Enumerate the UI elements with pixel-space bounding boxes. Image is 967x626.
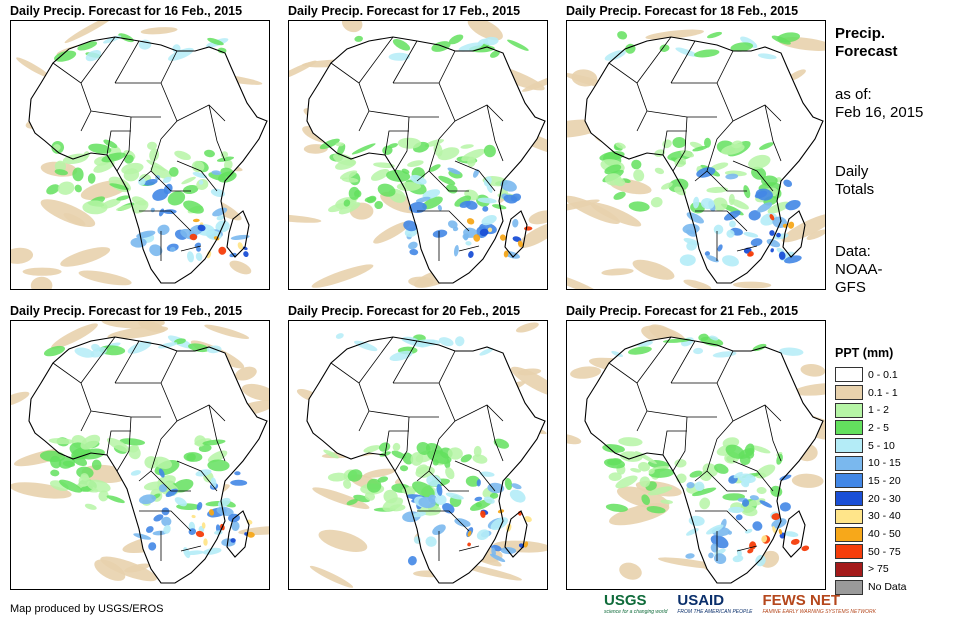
legend-swatch — [835, 561, 863, 577]
legend-item: 30 - 40 — [835, 508, 960, 526]
africa-map-svg — [11, 21, 269, 289]
panel-title: Daily Precip. Forecast for 21 Feb., 2015 — [566, 304, 799, 318]
fews-net-logo: FEWS NET FAMINE EARLY WARNING SYSTEMS NET… — [762, 592, 876, 616]
legend-item: 20 - 30 — [835, 490, 960, 508]
data-source-line1: NOAA- — [835, 261, 883, 278]
precip-legend: PPT (mm) 0 - 0.1 0.1 - 1 1 - 2 2 - 5 5 - 10 1… — [835, 346, 960, 596]
precip-map — [566, 320, 826, 590]
map-credit: Map produced by USGS/EROS — [10, 603, 164, 615]
africa-map-svg — [11, 321, 269, 589]
panel-title: Daily Precip. Forecast for 19 Feb., 2015 — [10, 304, 243, 318]
panel-title: Daily Precip. Forecast for 17 Feb., 2015 — [288, 4, 521, 18]
legend-label: 2 - 5 — [868, 421, 890, 434]
legend-swatch — [835, 402, 863, 418]
legend-swatch — [835, 438, 863, 454]
legend-label: 15 - 20 — [868, 474, 901, 487]
legend-label: No Data — [868, 581, 907, 594]
panel-title: Daily Precip. Forecast for 18 Feb., 2015 — [566, 4, 799, 18]
africa-map-svg — [567, 21, 825, 289]
legend-item: 10 - 15 — [835, 454, 960, 472]
legend-swatch — [835, 385, 863, 401]
precip-map — [10, 320, 270, 590]
legend-swatch — [835, 367, 863, 383]
legend-item: 5 - 10 — [835, 437, 960, 455]
as-of-block: as of: Feb 16, 2015 — [835, 86, 923, 122]
totals-line1: Daily — [835, 163, 869, 180]
legend-swatch — [835, 579, 863, 595]
africa-map-svg — [289, 21, 547, 289]
legend-swatch — [835, 526, 863, 542]
panel-title: Daily Precip. Forecast for 20 Feb., 2015 — [288, 304, 521, 318]
legend-label: 1 - 2 — [868, 404, 890, 417]
legend-label: 0 - 0.1 — [868, 368, 898, 381]
legend-label: 20 - 30 — [868, 492, 901, 505]
totals-line2: Totals — [835, 181, 875, 198]
usaid-logo: USAID FROM THE AMERICAN PEOPLE — [677, 592, 753, 616]
legend-item: No Data — [835, 578, 960, 596]
legend-item: 15 - 20 — [835, 472, 960, 490]
legend-title: PPT (mm) — [835, 346, 894, 360]
legend-swatch — [835, 508, 863, 524]
legend-item: 2 - 5 — [835, 419, 960, 437]
legend-item: 1 - 2 — [835, 401, 960, 419]
product-title-line2: Forecast — [835, 43, 898, 60]
legend-swatch — [835, 491, 863, 507]
legend-label: 30 - 40 — [868, 510, 901, 523]
product-title: Precip. Forecast — [835, 25, 898, 61]
legend-label: 10 - 15 — [868, 457, 901, 470]
legend-swatch — [835, 455, 863, 471]
as-of-date: Feb 16, 2015 — [835, 104, 924, 121]
legend-item: 0.1 - 1 — [835, 384, 960, 402]
data-label: Data: — [835, 243, 871, 260]
product-title-line1: Precip. — [835, 25, 886, 42]
panel-title: Daily Precip. Forecast for 16 Feb., 2015 — [10, 4, 243, 18]
precip-map — [288, 20, 548, 290]
legend-label: 50 - 75 — [868, 545, 901, 558]
legend-swatch — [835, 473, 863, 489]
totals-block: Daily Totals — [835, 163, 874, 199]
africa-map-svg — [289, 321, 547, 589]
legend-swatch — [835, 420, 863, 436]
legend-swatch — [835, 544, 863, 560]
data-source-block: Data: NOAA- GFS — [835, 243, 883, 297]
precip-map — [10, 20, 270, 290]
legend-item: > 75 — [835, 561, 960, 579]
legend-rows: 0 - 0.1 0.1 - 1 1 - 2 2 - 5 5 - 10 10 - 15 15 … — [835, 366, 960, 596]
legend-item: 50 - 75 — [835, 543, 960, 561]
legend-label: 40 - 50 — [868, 528, 901, 541]
usgs-logo: USGS science for a changing world — [604, 592, 668, 616]
legend-label: 0.1 - 1 — [868, 386, 898, 399]
legend-item: 0 - 0.1 — [835, 366, 960, 384]
data-source-line2: GFS — [835, 279, 866, 296]
legend-label: 5 - 10 — [868, 439, 895, 452]
precip-map — [566, 20, 826, 290]
precip-map — [288, 320, 548, 590]
legend-label: > 75 — [868, 563, 889, 576]
africa-map-svg — [567, 321, 825, 589]
as-of-label: as of: — [835, 86, 872, 103]
legend-item: 40 - 50 — [835, 525, 960, 543]
logo-strip: USGS science for a changing world USAID FRO… — [604, 592, 886, 616]
